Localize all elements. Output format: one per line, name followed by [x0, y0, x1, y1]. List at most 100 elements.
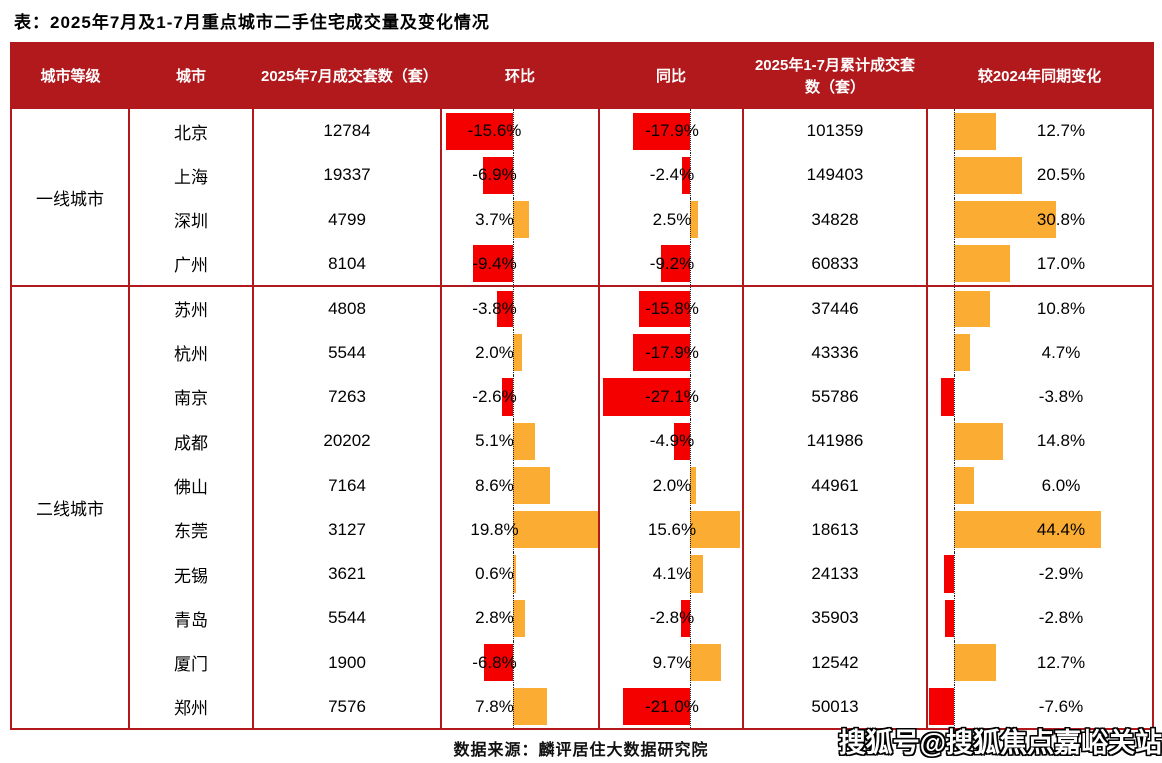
zero-axis-line — [954, 684, 955, 729]
jul-sales-cell: 4799 — [252, 197, 441, 242]
zero-axis-line — [954, 287, 955, 331]
percent-value: 44.4% — [1036, 519, 1086, 539]
mom-bar-cell: 2.0% — [440, 330, 599, 375]
zero-axis-line — [513, 109, 514, 154]
zero-axis-line — [954, 640, 955, 685]
jul-sales-cell: 20202 — [252, 419, 441, 464]
yoy-bar-cell: -2.4% — [598, 153, 743, 198]
header-cum-sales: 2025年1-7月累计成交套数（套） — [743, 43, 927, 109]
positive-bar — [690, 511, 740, 549]
table-row: 成都 20202 5.1% -4.9% 141986 14.8% — [11, 419, 1153, 464]
yoy-bar-cell: -4.9% — [598, 419, 743, 464]
zero-axis-line — [954, 197, 955, 242]
mom-bar-cell: -15.6% — [440, 109, 599, 154]
percent-value: -9.2% — [649, 253, 695, 273]
cum-yoy-bar-cell: 10.8% — [926, 285, 1153, 331]
positive-bar — [513, 333, 522, 372]
negative-bar — [941, 378, 954, 416]
percent-value: 20.5% — [1036, 165, 1086, 185]
zero-axis-line — [513, 684, 514, 729]
negative-bar — [681, 599, 690, 638]
percent-value: -3.8% — [1038, 386, 1084, 406]
percent-value: -2.9% — [1038, 564, 1084, 584]
zero-axis-line — [690, 551, 691, 597]
yoy-bar-cell: -9.2% — [598, 241, 743, 287]
negative-bar — [660, 245, 690, 282]
negative-bar — [501, 378, 513, 416]
percent-value: -2.8% — [1038, 608, 1084, 628]
cum-yoy-bar-cell: 44.4% — [926, 507, 1153, 552]
cum-sales-cell: 34828 — [742, 197, 927, 242]
zero-axis-line — [690, 596, 691, 641]
city-cell: 苏州 — [128, 285, 253, 331]
city-cell: 厦门 — [128, 640, 253, 685]
zero-axis-line — [513, 153, 514, 198]
zero-axis-line — [690, 463, 691, 508]
zero-axis-line — [513, 551, 514, 597]
negative-bar — [445, 112, 513, 150]
percent-value: -2.4% — [649, 165, 695, 185]
zero-axis-line — [513, 596, 514, 641]
zero-axis-line — [954, 330, 955, 375]
city-cell: 深圳 — [128, 197, 253, 242]
percent-value: -3.8% — [472, 298, 517, 318]
zero-axis-line — [954, 374, 955, 420]
table-row: 郑州 7576 7.8% -21.0% 50013 -7.6% — [11, 684, 1153, 730]
table-row: 上海 19337 -6.9% -2.4% 149403 20.5% — [11, 153, 1153, 198]
table-row: 无锡 3621 0.6% 4.1% 24133 -2.9% — [11, 551, 1153, 597]
percent-value: 3.7% — [475, 209, 514, 229]
cum-yoy-bar-cell: 12.7% — [926, 109, 1153, 154]
percent-value: 2.0% — [475, 342, 514, 362]
zero-axis-line — [690, 507, 691, 552]
jul-sales-cell: 19337 — [252, 153, 441, 198]
zero-axis-line — [513, 419, 514, 464]
positive-bar — [954, 290, 990, 327]
cum-yoy-bar-cell: -3.8% — [926, 374, 1153, 420]
cum-yoy-bar-cell: 17.0% — [926, 241, 1153, 287]
zero-axis-line — [954, 463, 955, 508]
positive-bar — [690, 201, 698, 239]
percent-value: -6.8% — [472, 652, 517, 672]
cum-yoy-bar-cell: 20.5% — [926, 153, 1153, 198]
mom-bar-cell: 2.8% — [440, 596, 599, 641]
city-cell: 杭州 — [128, 330, 253, 375]
percent-value: -4.9% — [649, 431, 695, 451]
table-row: 南京 7263 -2.6% -27.1% 55786 -3.8% — [11, 374, 1153, 420]
positive-bar — [954, 466, 974, 505]
percent-value: -2.6% — [472, 386, 517, 406]
zero-axis-line — [690, 374, 691, 420]
jul-sales-cell: 5544 — [252, 596, 441, 641]
percent-value: 30.8% — [1036, 209, 1086, 229]
positive-bar — [513, 555, 516, 593]
percent-value: 6.0% — [1041, 475, 1081, 495]
percent-value: -17.9% — [645, 342, 699, 362]
jul-sales-cell: 7576 — [252, 684, 441, 730]
sohu-watermark: 搜狐号@搜狐焦点嘉峪关站 — [838, 728, 1162, 758]
zero-axis-line — [954, 153, 955, 198]
mom-bar-cell: 8.6% — [440, 463, 599, 508]
jul-sales-cell: 5544 — [252, 330, 441, 375]
cum-yoy-bar-cell: -2.9% — [926, 551, 1153, 597]
percent-value: 2.5% — [652, 209, 692, 229]
table-body: 一线城市 北京 12784 -15.6% -17.9% 101359 12.7% 上海 1933… — [11, 109, 1153, 730]
jul-sales-cell: 3127 — [252, 507, 441, 552]
mom-bar-cell: -6.9% — [440, 153, 599, 198]
header-mom: 环比 — [441, 43, 599, 109]
table-header: 城市等级 城市 2025年7月成交套数（套） 环比 同比 2025年1-7月累计… — [11, 43, 1153, 109]
percent-value: 8.6% — [475, 475, 514, 495]
cum-sales-cell: 141986 — [742, 419, 927, 464]
mom-bar-cell: 5.1% — [440, 419, 599, 464]
percent-value: 5.1% — [475, 431, 514, 451]
yoy-bar-cell: 2.5% — [598, 197, 743, 242]
cum-sales-cell: 44961 — [742, 463, 927, 508]
percent-value: 4.7% — [1041, 342, 1081, 362]
mom-bar-cell: 19.8% — [440, 507, 599, 552]
percent-value: -21.0% — [645, 696, 699, 716]
table-row: 杭州 5544 2.0% -17.9% 43336 4.7% — [11, 330, 1153, 375]
mom-bar-cell: -9.4% — [440, 241, 599, 287]
positive-bar — [954, 422, 1003, 460]
table-row: 佛山 7164 8.6% 2.0% 44961 6.0% — [11, 463, 1153, 508]
table-row: 东莞 3127 19.8% 15.6% 18613 44.4% — [11, 507, 1153, 552]
percent-value: 10.8% — [1036, 298, 1086, 318]
